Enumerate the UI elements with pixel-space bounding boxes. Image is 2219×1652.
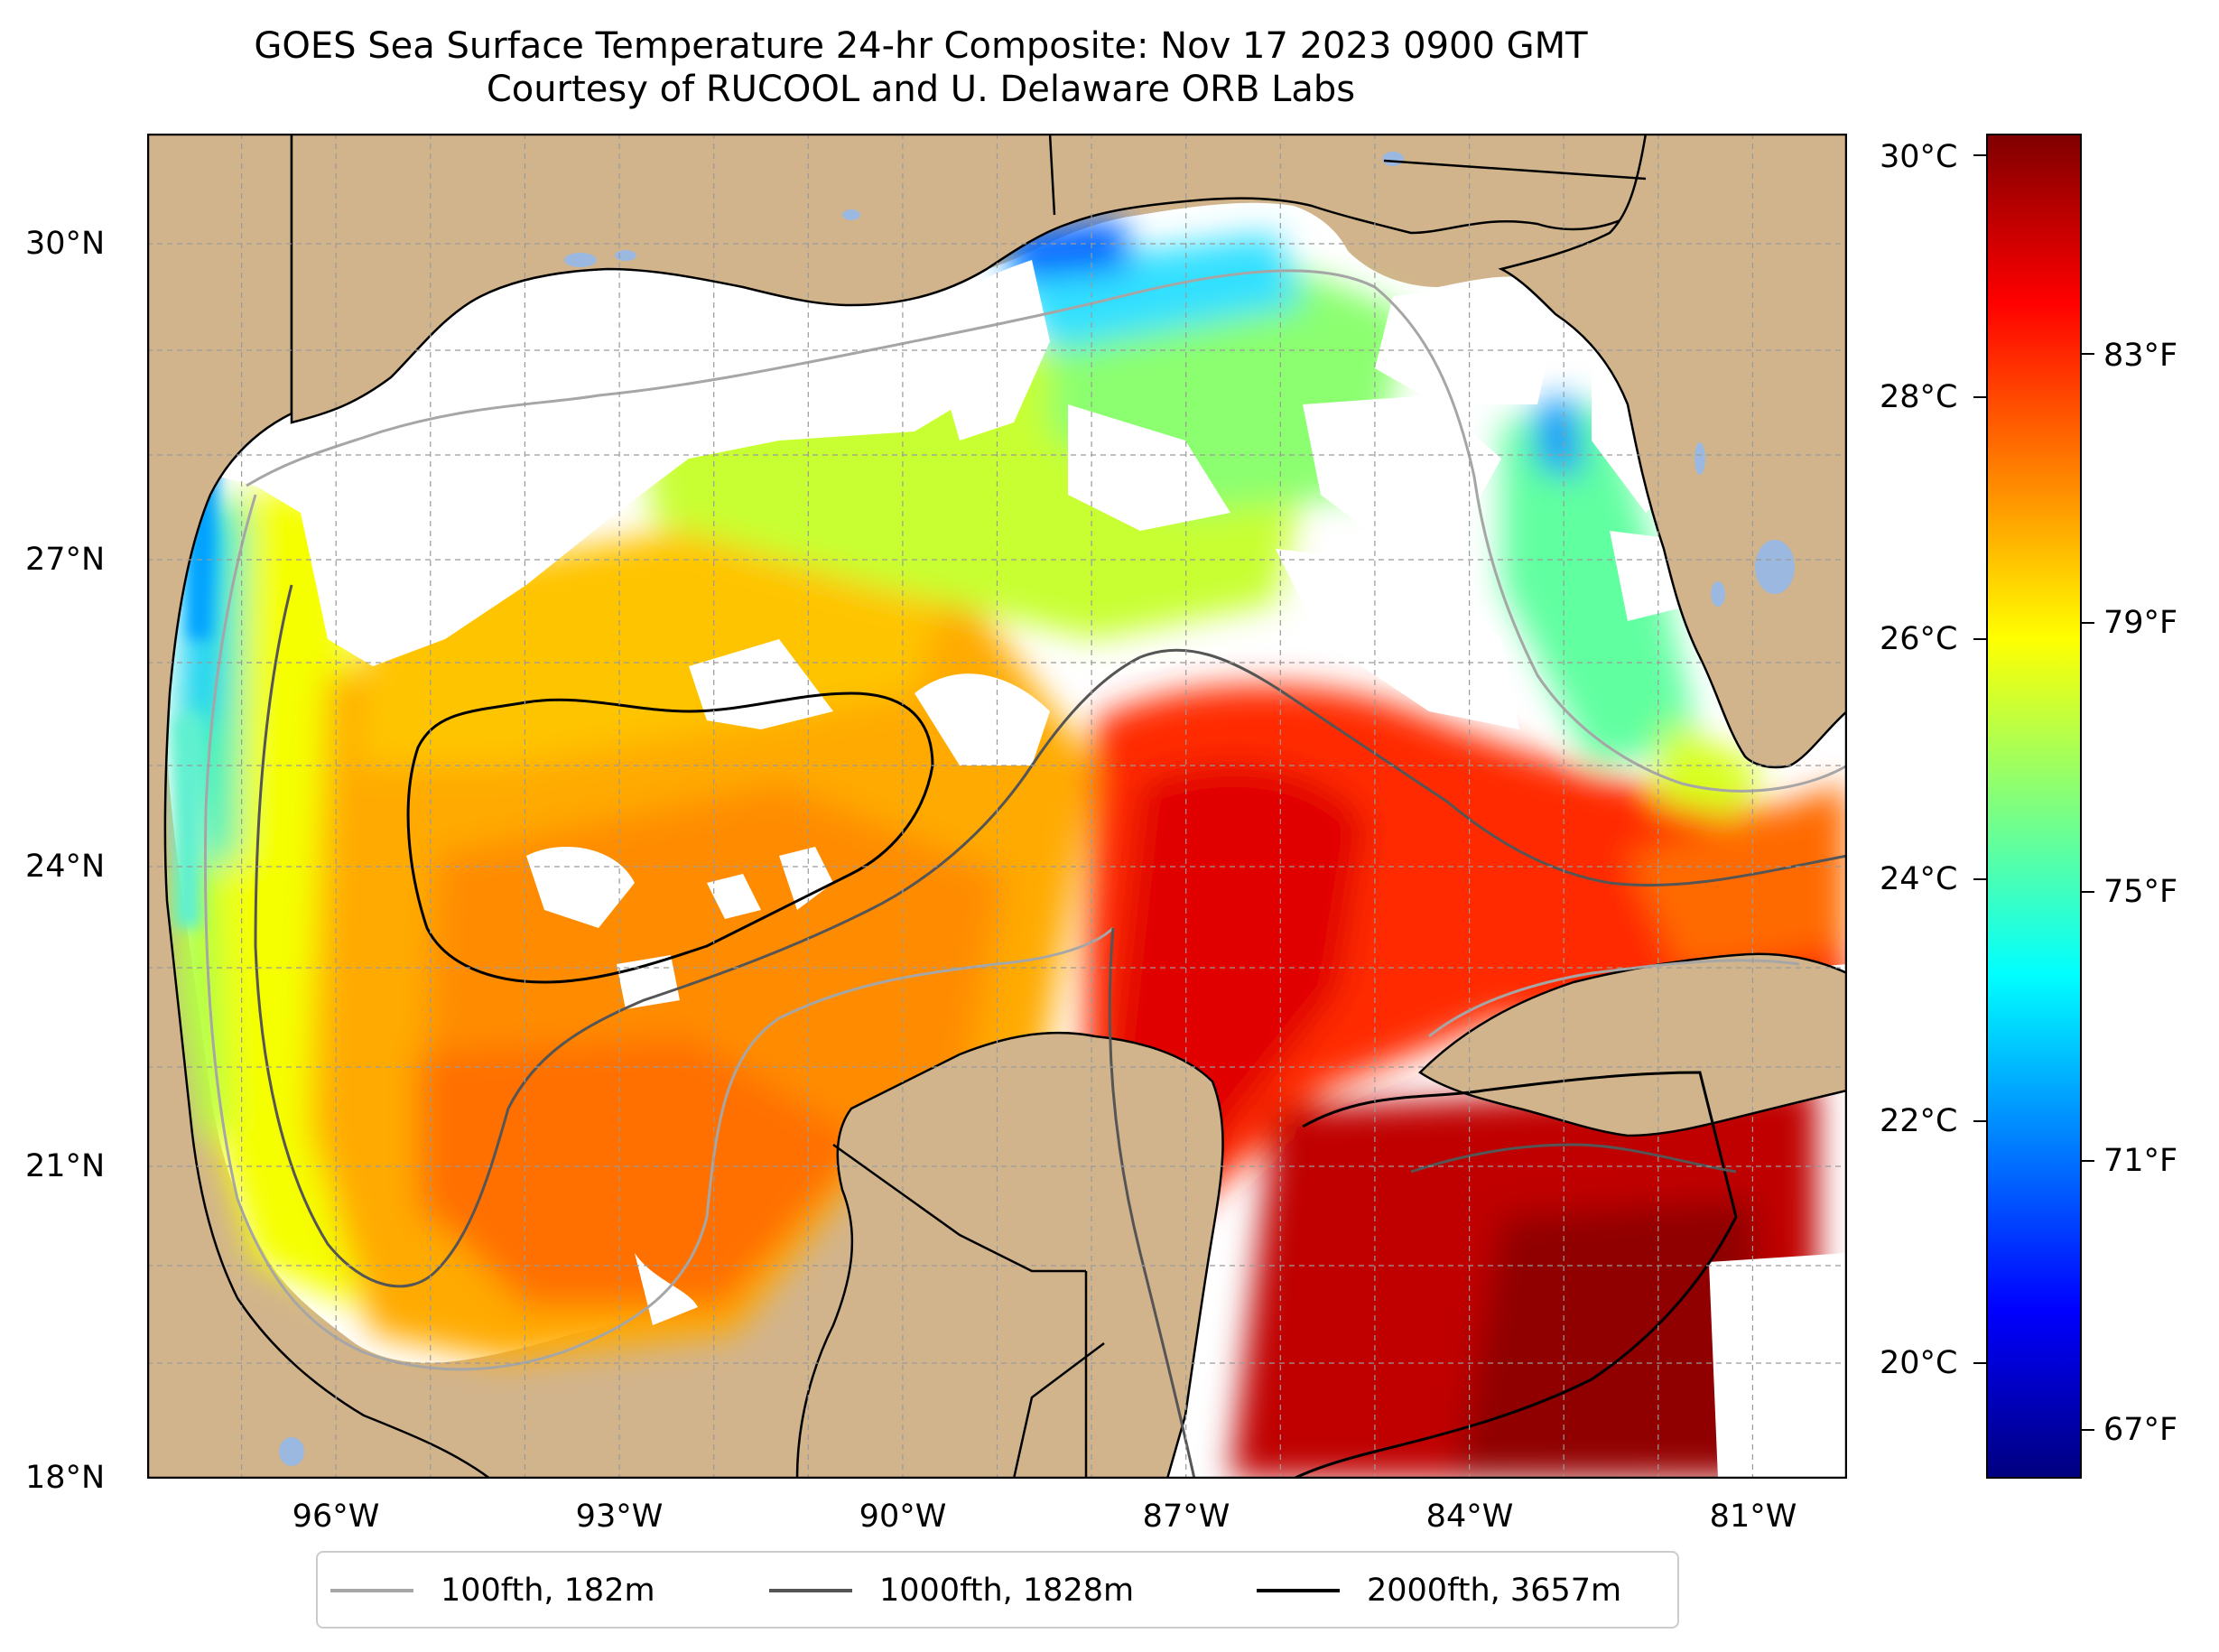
sst-map (147, 134, 1847, 1479)
legend-line-1000fth (769, 1589, 852, 1592)
lon-label-96w: 96°W (292, 1499, 380, 1535)
colorbar-label-71f: 71°F (2103, 1143, 2178, 1179)
legend-label-1000fth: 1000fth, 1828m (879, 1573, 1135, 1609)
lon-label-93w: 93°W (575, 1499, 664, 1535)
borders (832, 134, 1647, 1479)
colorbar-label-79f: 79°F (2103, 605, 2178, 641)
colorbar-label-22c: 22°C (1880, 1103, 1958, 1139)
legend-line-100fth (330, 1589, 413, 1592)
colorbar-label-75f: 75°F (2103, 874, 2178, 910)
colorbar-label-28c: 28°C (1880, 379, 1958, 415)
lat-label-24n: 24°N (25, 849, 106, 885)
lon-label-84w: 84°W (1425, 1499, 1514, 1535)
mexico-land (147, 134, 493, 1479)
colorbar-label-83f: 83°F (2103, 338, 2178, 374)
lon-label-87w: 87°W (1142, 1499, 1230, 1535)
graticule (147, 134, 1847, 1479)
colorbar-label-20c: 20°C (1880, 1345, 1958, 1381)
map-subtitle: Courtesy of RUCOOL and U. Delaware ORB L… (486, 69, 1356, 110)
legend-label-2000fth: 2000fth, 3657m (1367, 1573, 1622, 1609)
lon-label-90w: 90°W (859, 1499, 947, 1535)
legend-label-100fth: 100fth, 182m (441, 1573, 655, 1609)
bathymetry (203, 269, 1847, 1479)
cuba (1418, 952, 1847, 1137)
colorbar-label-26c: 26°C (1880, 621, 1958, 657)
lat-label-30n: 30°N (25, 226, 106, 262)
legend-line-2000fth (1257, 1589, 1340, 1592)
lon-label-81w: 81°W (1709, 1499, 1797, 1535)
colorbar-label-24c: 24°C (1880, 861, 1958, 897)
lat-label-21n: 21°N (25, 1148, 106, 1184)
yucatan (795, 1031, 1224, 1479)
florida (1498, 134, 1847, 769)
lakes (279, 152, 1795, 1466)
us-land (290, 134, 1648, 424)
lat-label-27n: 27°N (25, 542, 106, 578)
lat-label-18n: 18°N (25, 1460, 106, 1496)
colorbar (1986, 134, 2082, 1479)
colorbar-label-67f: 67°F (2103, 1412, 2178, 1448)
map-title: GOES Sea Surface Temperature 24-hr Compo… (254, 25, 1588, 67)
colorbar-label-30c: 30°C (1880, 139, 1958, 175)
bathymetry-legend: 100fth, 182m 1000fth, 1828m 2000fth, 365… (316, 1551, 1679, 1629)
